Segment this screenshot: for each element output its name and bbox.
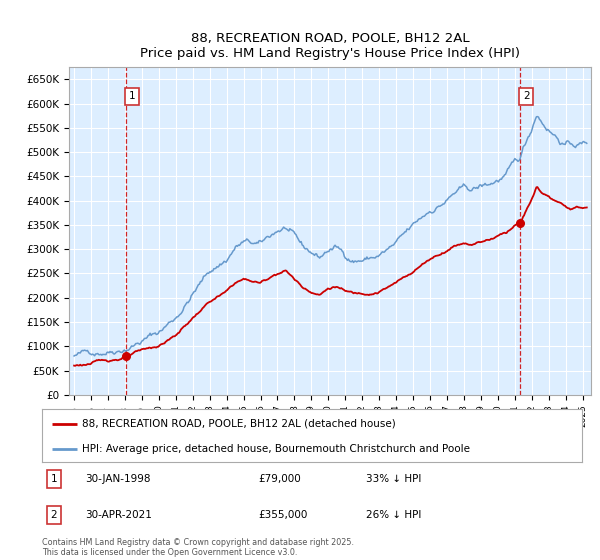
Text: 88, RECREATION ROAD, POOLE, BH12 2AL (detached house): 88, RECREATION ROAD, POOLE, BH12 2AL (de… <box>83 419 396 429</box>
Text: 33% ↓ HPI: 33% ↓ HPI <box>366 474 421 484</box>
Text: 30-JAN-1998: 30-JAN-1998 <box>85 474 151 484</box>
Text: 1: 1 <box>129 91 136 101</box>
Text: 1: 1 <box>50 474 57 484</box>
Text: Contains HM Land Registry data © Crown copyright and database right 2025.
This d: Contains HM Land Registry data © Crown c… <box>42 538 354 557</box>
Text: HPI: Average price, detached house, Bournemouth Christchurch and Poole: HPI: Average price, detached house, Bour… <box>83 444 470 454</box>
Title: 88, RECREATION ROAD, POOLE, BH12 2AL
Price paid vs. HM Land Registry's House Pri: 88, RECREATION ROAD, POOLE, BH12 2AL Pri… <box>140 32 520 60</box>
Text: 2: 2 <box>50 510 57 520</box>
Text: 30-APR-2021: 30-APR-2021 <box>85 510 152 520</box>
Text: 26% ↓ HPI: 26% ↓ HPI <box>366 510 421 520</box>
Text: £355,000: £355,000 <box>258 510 307 520</box>
Text: £79,000: £79,000 <box>258 474 301 484</box>
Text: 2: 2 <box>523 91 529 101</box>
